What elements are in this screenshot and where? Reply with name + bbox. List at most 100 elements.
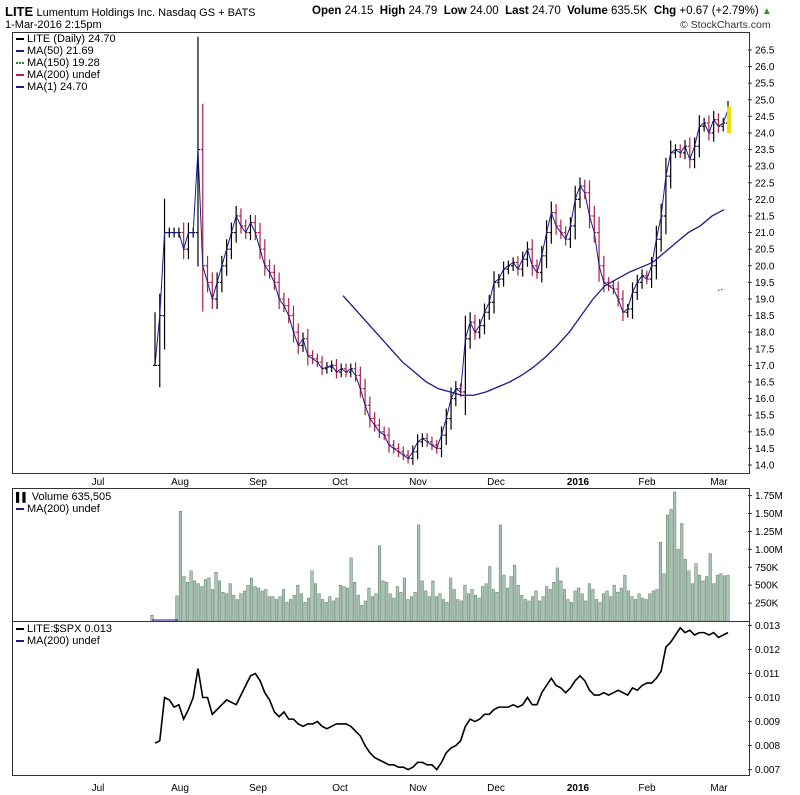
volume-bar <box>545 586 549 622</box>
volume-y-tick-label: 1.25M <box>755 527 783 538</box>
price-legend: LITE (Daily) 24.70 MA(50) 21.69 MA(150) … <box>16 33 116 93</box>
ratio-y-tick-label: 0.010 <box>755 693 780 704</box>
volume-bar <box>356 594 360 622</box>
volume-bar <box>666 514 670 622</box>
x-tick-label: Jul <box>92 783 105 794</box>
legend-text-ma1: MA(1) 24.70 <box>27 81 88 93</box>
legend-item-ratio-ma: MA(200) undef <box>16 635 112 647</box>
volume-bar <box>410 596 414 622</box>
legend-item-ratio: LITE:$SPX 0.013 <box>16 623 112 635</box>
volume-bar <box>264 589 268 622</box>
low-value: 24.00 <box>469 5 499 17</box>
volume-bar <box>566 599 570 622</box>
quote-summary: Open 24.15 High 24.79 Low 24.00 Last 24.… <box>312 5 772 17</box>
volume-bar <box>669 508 673 622</box>
price-y-tick-label: 26.0 <box>755 62 775 73</box>
price-y-tick-label: 23.0 <box>755 162 775 173</box>
volume-bar <box>360 604 364 622</box>
volume-bar <box>186 582 190 622</box>
company-name: Lumentum Holdings Inc. Nasdaq GS + BATS <box>36 7 256 19</box>
volume-bar <box>196 583 200 622</box>
price-y-tick-label: 15.0 <box>755 427 775 438</box>
up-arrow-icon: ▲ <box>761 6 772 17</box>
volume-bar <box>470 589 474 622</box>
volume-bar <box>253 586 257 622</box>
volume-bar <box>598 602 602 622</box>
volume-bar <box>353 582 357 622</box>
volume-y-tick-label: 1.00M <box>755 545 783 556</box>
volume-bar <box>370 596 374 622</box>
price-y-tick-label: 25.5 <box>755 79 775 90</box>
volume-bar <box>427 596 431 622</box>
volume-bar <box>395 586 399 622</box>
volume-bar <box>374 593 378 622</box>
volume-bar <box>274 599 278 622</box>
volume-bar <box>338 584 342 622</box>
volume-bar <box>520 594 524 622</box>
volume-bar <box>346 587 350 622</box>
volume-bar <box>584 600 588 622</box>
legend-text-ratio: LITE:$SPX 0.013 <box>27 623 112 635</box>
volume-bar <box>406 599 410 622</box>
volume-bar <box>548 589 552 622</box>
volume-bars-icon: ▌▌ <box>16 492 29 502</box>
ma50-line <box>342 209 725 396</box>
volume-bar <box>299 593 303 622</box>
dotted-line-icon <box>16 62 24 65</box>
volume-bar <box>619 587 623 622</box>
volume-bar <box>712 583 716 622</box>
price-panel <box>12 32 750 474</box>
price-y-tick-label: 19.5 <box>755 278 775 289</box>
legend-item-ma50: MA(50) 21.69 <box>16 45 116 57</box>
volume-bar <box>260 590 264 622</box>
x-tick-label: Oct <box>332 783 348 794</box>
volume-bar <box>506 587 510 622</box>
volume-bar <box>182 576 186 622</box>
volume-bar <box>637 593 641 622</box>
x-tick-label: Mar <box>710 783 728 794</box>
volume-bar <box>221 592 225 622</box>
legend-text-vol-ma: MA(200) undef <box>27 503 100 515</box>
volume-bar <box>225 593 229 622</box>
ticker-symbol: LITE <box>5 4 34 19</box>
price-y-tick-label: 25.0 <box>755 95 775 106</box>
volume-bar <box>516 584 520 622</box>
x-tick-label: Feb <box>638 477 656 488</box>
volume-bar <box>616 592 620 622</box>
volume-y-tick-label: 250K <box>755 599 779 610</box>
volume-bar <box>452 589 456 622</box>
volume-bar <box>314 583 318 622</box>
volume-bar <box>602 593 606 622</box>
price-y-tick-label: 20.5 <box>755 245 775 256</box>
volume-bar <box>484 583 488 622</box>
price-y-tick-label: 22.5 <box>755 178 775 189</box>
x-tick-label: Sep <box>249 477 267 488</box>
volume-bar <box>285 602 289 622</box>
volume-bar <box>605 590 609 622</box>
legend-text-ma200: MA(200) undef <box>27 69 100 81</box>
price-y-tick-label: 14.5 <box>755 444 775 455</box>
x-tick-label: Sep <box>249 783 267 794</box>
volume-bar <box>207 577 211 622</box>
volume-bar <box>481 586 485 622</box>
volume-bar <box>417 524 421 622</box>
volume-bar <box>655 589 659 622</box>
line-icon <box>16 508 24 511</box>
line-icon <box>16 50 24 53</box>
high-value: 24.79 <box>408 5 438 17</box>
volume-bar <box>399 592 403 622</box>
volume-bar <box>587 583 591 622</box>
volume-y-tick-label: 1.75M <box>755 491 783 502</box>
volume-bar <box>644 599 648 622</box>
ratio-y-tick-label: 0.013 <box>755 621 780 632</box>
x-tick-label: Nov <box>409 477 427 488</box>
volume-bar <box>282 589 286 622</box>
volume-label: Volume <box>567 5 608 17</box>
volume-bar <box>580 593 584 622</box>
volume-bar <box>488 566 492 622</box>
volume-bar <box>328 596 332 622</box>
volume-bar <box>431 580 435 622</box>
price-y-tick-label: 15.5 <box>755 411 775 422</box>
volume-bar <box>509 576 513 622</box>
